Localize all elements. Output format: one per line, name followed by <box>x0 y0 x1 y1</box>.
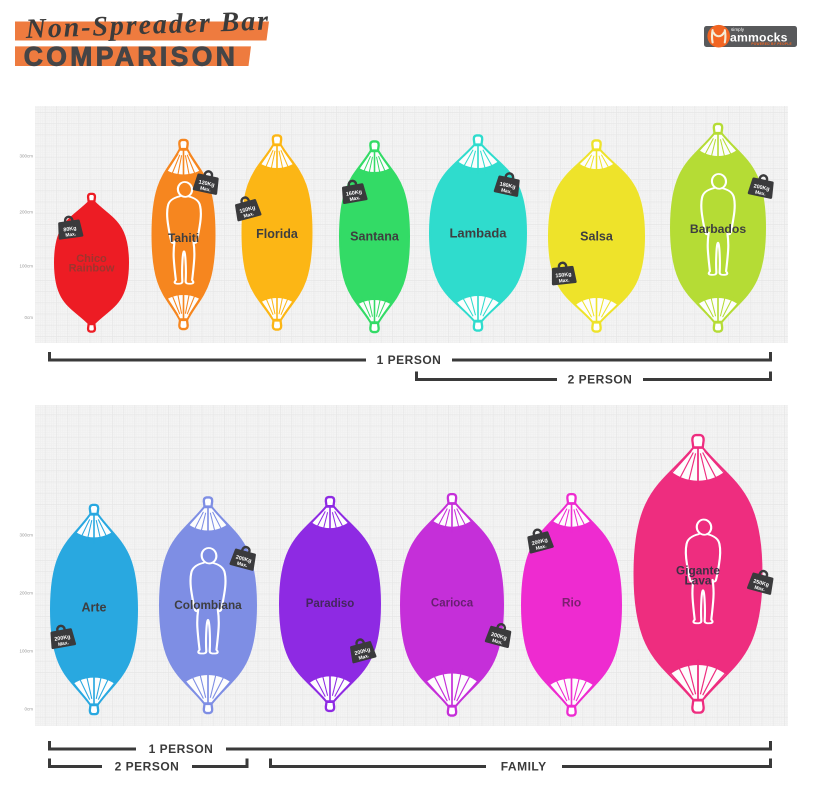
svg-text:200cm: 200cm <box>19 210 33 215</box>
svg-text:Max.: Max. <box>349 195 361 203</box>
svg-text:Max.: Max. <box>500 187 512 195</box>
svg-text:2 PERSON: 2 PERSON <box>115 760 180 774</box>
svg-text:Lava: Lava <box>685 574 712 588</box>
svg-text:200Kg: 200Kg <box>490 632 507 642</box>
svg-text:Barbados: Barbados <box>690 222 746 236</box>
svg-text:2 PERSON: 2 PERSON <box>568 373 633 387</box>
svg-text:Max.: Max. <box>491 638 504 647</box>
svg-text:200cm: 200cm <box>19 591 33 596</box>
svg-text:Max.: Max. <box>535 543 548 552</box>
svg-text:Max.: Max. <box>754 585 767 594</box>
svg-text:Max.: Max. <box>199 185 211 193</box>
svg-text:Max.: Max. <box>243 211 256 220</box>
svg-text:simply: simply <box>731 27 745 32</box>
svg-text:300cm: 300cm <box>19 154 33 159</box>
svg-text:Chico: Chico <box>76 253 107 265</box>
svg-text:Max.: Max. <box>358 653 371 662</box>
svg-text:Colombiana: Colombiana <box>174 598 242 612</box>
svg-text:Max.: Max. <box>65 231 77 239</box>
svg-text:200Kg: 200Kg <box>753 183 770 192</box>
svg-text:Gigante: Gigante <box>676 564 720 578</box>
svg-text:Arte: Arte <box>81 600 106 614</box>
svg-text:80Kg: 80Kg <box>63 226 77 234</box>
svg-text:ammocks: ammocks <box>730 31 788 45</box>
svg-text:Paradiso: Paradiso <box>306 598 355 610</box>
svg-text:120Kg: 120Kg <box>198 179 215 188</box>
svg-text:200Kg: 200Kg <box>531 537 548 547</box>
svg-text:Tahiti: Tahiti <box>168 231 199 245</box>
svg-text:150Kg: 150Kg <box>239 205 256 215</box>
svg-text:100cm: 100cm <box>19 264 33 269</box>
svg-text:Carioca: Carioca <box>431 598 474 610</box>
svg-text:POWERED BY PEOPLE: POWERED BY PEOPLE <box>751 42 792 46</box>
svg-text:Max.: Max. <box>558 277 570 284</box>
svg-text:Max.: Max. <box>754 189 766 197</box>
svg-text:Max.: Max. <box>236 561 249 570</box>
svg-text:COMPARISON: COMPARISON <box>24 41 239 71</box>
svg-text:Rainbow: Rainbow <box>69 262 115 274</box>
svg-text:0cm: 0cm <box>24 315 33 320</box>
svg-text:100cm: 100cm <box>19 649 33 654</box>
svg-text:200Kg: 200Kg <box>235 555 252 565</box>
svg-text:Santana: Santana <box>350 229 400 243</box>
svg-text:FAMILY: FAMILY <box>501 760 547 774</box>
svg-text:1 PERSON: 1 PERSON <box>377 353 442 367</box>
svg-text:Rio: Rio <box>562 596 581 610</box>
svg-text:200Kg: 200Kg <box>354 647 371 657</box>
svg-text:180Kg: 180Kg <box>499 181 516 190</box>
svg-text:Salsa: Salsa <box>580 229 614 243</box>
svg-text:Florida: Florida <box>256 227 299 241</box>
svg-text:Max.: Max. <box>58 640 70 648</box>
svg-text:160Kg: 160Kg <box>346 189 363 198</box>
svg-text:300cm: 300cm <box>19 533 33 538</box>
svg-text:Lambada: Lambada <box>449 226 507 241</box>
svg-text:200Kg: 200Kg <box>54 634 71 643</box>
svg-text:0cm: 0cm <box>24 707 33 712</box>
svg-text:1 PERSON: 1 PERSON <box>149 742 214 756</box>
svg-text:250Kg: 250Kg <box>752 579 769 589</box>
svg-text:150Kg: 150Kg <box>555 272 572 280</box>
